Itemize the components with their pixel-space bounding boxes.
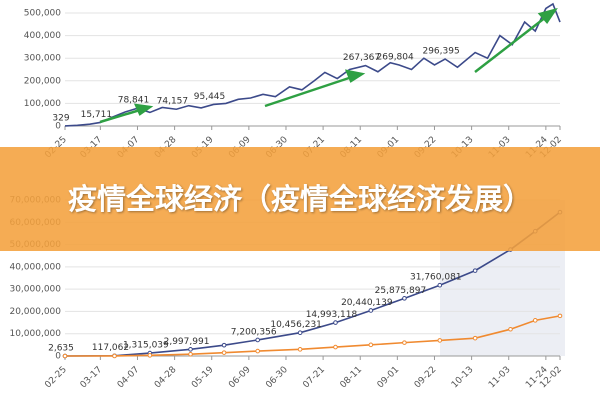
x-tick-label: 02-25 xyxy=(43,365,69,391)
value-label: 7,200,356 xyxy=(231,327,277,337)
y-tick-label: 40,000,000 xyxy=(9,262,61,272)
x-tick-label: 04-28 xyxy=(153,365,179,391)
point xyxy=(557,313,563,319)
value-label: 1,315,039 xyxy=(123,341,169,351)
x-tick-label: 08-11 xyxy=(339,365,365,391)
y-tick-label: 400,000 xyxy=(24,31,61,41)
point xyxy=(333,344,338,350)
y-tick-label: 0 xyxy=(55,122,61,132)
x-tick-label: 06-09 xyxy=(227,365,253,391)
value-label: 15,711 xyxy=(81,110,113,120)
value-label: 117,062 xyxy=(92,343,129,353)
x-tick-label: 05-19 xyxy=(190,365,216,391)
point xyxy=(333,320,338,325)
value-label: 31,760,081 xyxy=(410,273,462,283)
point xyxy=(147,353,153,358)
value-label: 78,841 xyxy=(118,96,150,106)
point xyxy=(368,308,374,313)
y-tick-label: 500,000 xyxy=(24,9,61,19)
arrows xyxy=(99,7,558,124)
banner-title: 疫情全球经济（疫情全球经济发展） xyxy=(67,182,532,216)
value-label: 20,440,139 xyxy=(341,298,393,308)
value-label: 267,367 xyxy=(343,53,380,63)
x-tick-label: 09-22 xyxy=(413,365,439,391)
y-tick-label: 30,000,000 xyxy=(9,285,61,295)
point xyxy=(188,347,193,352)
point xyxy=(112,353,117,359)
point xyxy=(402,296,407,301)
point xyxy=(221,350,227,355)
point xyxy=(437,338,443,343)
point xyxy=(188,351,193,357)
value-label: 2,997,991 xyxy=(164,337,210,347)
line xyxy=(64,2,561,127)
value-label: 14,993,118 xyxy=(306,310,358,320)
point xyxy=(255,337,260,343)
y-tick-label: 0 xyxy=(55,352,61,362)
point xyxy=(297,347,303,352)
x-tick-label: 07-21 xyxy=(301,365,327,391)
value-label: 95,445 xyxy=(194,92,226,102)
point xyxy=(402,340,407,345)
x-tick-label: 06-30 xyxy=(264,365,290,391)
banner: 疫情全球经济（疫情全球经济发展） xyxy=(0,147,600,251)
point xyxy=(62,353,68,359)
y-tick-label: 100,000 xyxy=(24,99,61,109)
y-tick-label: 200,000 xyxy=(24,76,61,86)
value-label: 296,395 xyxy=(422,47,459,57)
x-tick-label: 10-13 xyxy=(450,365,476,391)
point xyxy=(255,348,260,354)
point xyxy=(508,326,513,332)
y-tick-label: 20,000,000 xyxy=(9,307,61,317)
point xyxy=(297,330,303,335)
x-tick-label: 03-17 xyxy=(79,365,105,391)
value-label: 10,456,231 xyxy=(270,320,322,330)
point xyxy=(368,342,374,348)
value-label: 74,157 xyxy=(157,97,189,107)
y-tick-label: 10,000,000 xyxy=(9,329,61,339)
value-label: 329 xyxy=(52,113,69,123)
value-label: 269,804 xyxy=(377,53,414,63)
point xyxy=(221,342,227,348)
value-label: 25,875,897 xyxy=(375,286,427,296)
x-tick-label: 09-01 xyxy=(376,365,402,391)
x-tick-label: 11-03 xyxy=(487,365,513,391)
point xyxy=(532,318,538,323)
point xyxy=(472,268,478,273)
x-tick-label: 04-07 xyxy=(116,365,142,391)
value-label: 2,635 xyxy=(48,343,74,353)
point xyxy=(437,282,443,288)
y-tick-label: 300,000 xyxy=(24,54,61,64)
point xyxy=(472,335,478,341)
